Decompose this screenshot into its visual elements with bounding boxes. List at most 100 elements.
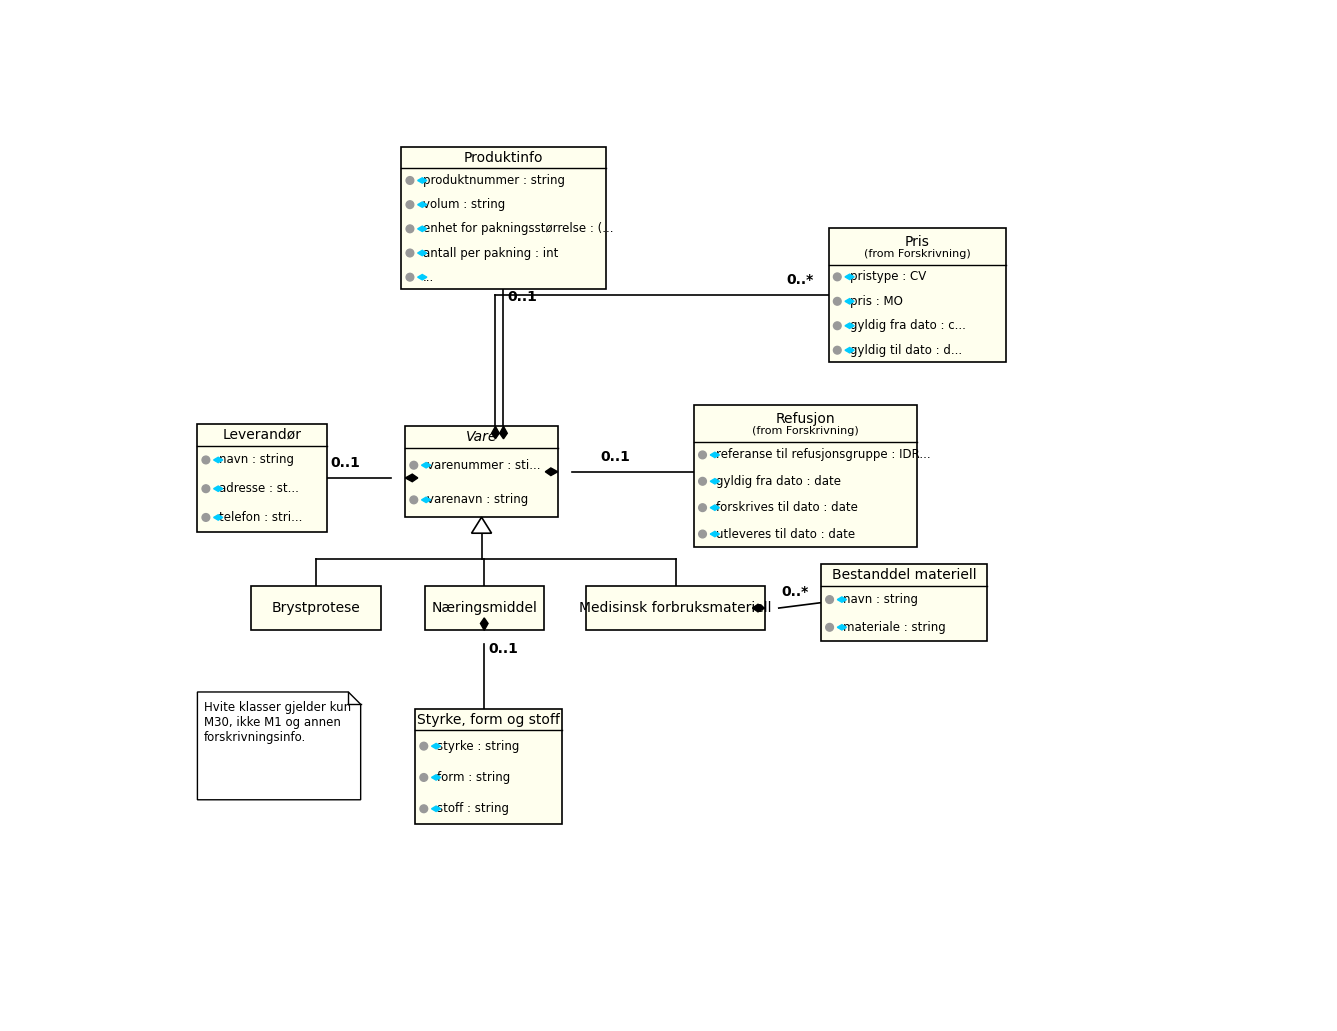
Text: Næringsmiddel: Næringsmiddel [432,601,537,616]
Text: Pris: Pris [905,235,929,248]
Polygon shape [545,468,558,475]
Polygon shape [710,505,719,510]
Text: ...: ... [422,271,435,284]
Text: materiale : string: materiale : string [842,621,945,634]
Polygon shape [500,427,507,439]
Text: Bestanddel materiell: Bestanddel materiell [832,568,976,581]
Circle shape [410,461,417,469]
Polygon shape [417,251,427,256]
Text: referanse til refusjonsgruppe : IDR...: referanse til refusjonsgruppe : IDR... [715,448,931,462]
Text: Styrke, form og stoff: Styrke, form og stoff [417,712,560,727]
Polygon shape [492,427,499,439]
Text: enhet for pakningsstørrelse : (...: enhet for pakningsstørrelse : (... [422,223,614,235]
Text: produktnummer : string: produktnummer : string [422,174,566,187]
Circle shape [202,456,210,464]
Text: (from Forskrivning): (from Forskrivning) [753,427,860,436]
Text: Leverandør: Leverandør [222,428,302,442]
Bar [416,709,562,825]
Text: Hvite klasser gjelder kun
M30, ikke M1 og annen
forskrivningsinfo.: Hvite klasser gjelder kun M30, ikke M1 o… [203,701,350,744]
Circle shape [406,201,413,208]
Circle shape [699,530,706,538]
Polygon shape [472,518,492,533]
Polygon shape [421,463,431,468]
Polygon shape [837,597,846,602]
Circle shape [420,805,428,812]
Circle shape [699,477,706,486]
Polygon shape [845,274,854,279]
Circle shape [826,596,833,603]
Circle shape [833,298,841,305]
Polygon shape [432,774,441,780]
Polygon shape [710,531,719,537]
Polygon shape [837,625,846,630]
Text: telefon : stri...: telefon : stri... [219,511,302,524]
Text: 0..*: 0..* [782,585,809,599]
Bar [425,586,544,630]
Text: volum : string: volum : string [422,198,505,211]
Bar [586,586,765,630]
Polygon shape [417,177,427,184]
Text: pris : MO: pris : MO [850,295,904,308]
Polygon shape [753,604,765,611]
Polygon shape [198,692,361,800]
Text: 0..1: 0..1 [330,456,361,470]
Circle shape [202,485,210,493]
Bar [821,564,987,641]
Text: antall per pakning : int: antall per pakning : int [422,246,559,260]
Text: stoff : string: stoff : string [437,802,509,816]
Polygon shape [417,226,427,232]
Circle shape [420,742,428,750]
Text: varenummer : sti...: varenummer : sti... [427,459,540,472]
Text: gyldig fra dato : c...: gyldig fra dato : c... [850,320,967,332]
Text: navn : string: navn : string [842,593,917,606]
Text: utleveres til dato : date: utleveres til dato : date [715,528,854,540]
Circle shape [699,452,706,459]
Text: varenavn : string: varenavn : string [427,494,528,506]
Polygon shape [710,453,719,458]
Circle shape [406,225,413,233]
Circle shape [420,773,428,781]
Text: (from Forskrivning): (from Forskrivning) [864,250,971,259]
Polygon shape [405,474,417,481]
Bar [694,405,917,547]
Text: Brystprotese: Brystprotese [271,601,361,616]
Text: adresse : st...: adresse : st... [219,483,299,495]
Bar [405,427,558,518]
Circle shape [410,496,417,504]
Text: 0..1: 0..1 [600,450,630,464]
Polygon shape [417,274,427,279]
Polygon shape [214,458,223,463]
Text: Vare: Vare [465,430,497,444]
Circle shape [833,322,841,330]
Bar [829,228,1005,363]
Text: gyldig fra dato : date: gyldig fra dato : date [715,475,841,488]
Text: Refusjon: Refusjon [775,411,836,426]
Text: 0..*: 0..* [786,273,814,288]
Polygon shape [214,514,223,521]
Text: Produktinfo: Produktinfo [464,151,543,165]
Text: Medisinsk forbruksmateriell: Medisinsk forbruksmateriell [579,601,771,616]
Polygon shape [432,806,441,811]
Text: navn : string: navn : string [219,454,294,466]
Text: form : string: form : string [437,771,511,784]
Polygon shape [845,299,854,304]
Bar [401,146,606,290]
Polygon shape [421,497,431,502]
Circle shape [406,273,413,281]
Bar [251,586,381,630]
Text: forskrives til dato : date: forskrives til dato : date [715,501,857,514]
Polygon shape [845,347,854,353]
Polygon shape [432,743,441,749]
Text: gyldig til dato : d...: gyldig til dato : d... [850,343,963,357]
Polygon shape [710,478,719,484]
Text: 0..1: 0..1 [507,290,537,304]
Text: pristype : CV: pristype : CV [850,270,927,284]
Polygon shape [417,202,427,207]
Text: 0..1: 0..1 [488,642,517,657]
Circle shape [833,346,841,354]
Circle shape [699,504,706,511]
Polygon shape [214,486,223,492]
Polygon shape [845,323,854,329]
Circle shape [406,176,413,185]
Polygon shape [480,618,488,630]
